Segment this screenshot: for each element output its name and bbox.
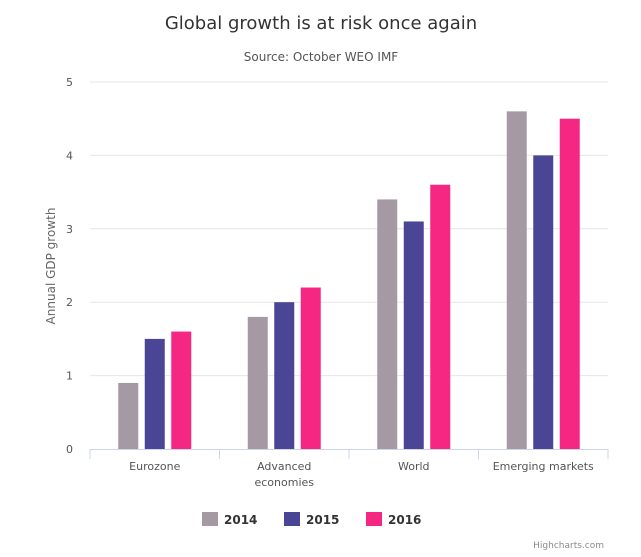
legend-item-2016[interactable]: 2016: [366, 512, 421, 527]
y-axis-label: Annual GDP growth: [44, 208, 58, 325]
legend-item-2015[interactable]: 2015: [284, 512, 339, 527]
legend-swatch: [284, 512, 300, 526]
bar-2014-eurozone[interactable]: [118, 382, 139, 449]
bar-2016-emerging-markets[interactable]: [559, 118, 580, 449]
legend-label: 2014: [224, 513, 257, 527]
bar-2014-emerging-markets[interactable]: [506, 111, 527, 450]
y-tick-label: 5: [66, 76, 73, 89]
chart-title: Global growth is at risk once again: [165, 13, 477, 34]
bar-2015-advanced-economies[interactable]: [274, 302, 295, 449]
bar-2015-eurozone[interactable]: [144, 338, 165, 449]
bar-2016-eurozone[interactable]: [171, 331, 192, 449]
legend-label: 2016: [388, 513, 421, 527]
bar-2015-emerging-markets[interactable]: [533, 155, 554, 449]
y-tick-label: 4: [66, 149, 73, 162]
x-tick-label: Eurozone: [129, 460, 180, 473]
legend-swatch: [202, 512, 218, 526]
bar-2016-world[interactable]: [430, 184, 451, 449]
bars: [118, 111, 580, 450]
credits-link[interactable]: Highcharts.com: [533, 541, 604, 551]
legend-swatch: [366, 512, 382, 526]
x-tick-label: World: [398, 460, 430, 473]
bar-2016-advanced-economies[interactable]: [300, 287, 321, 449]
y-tick-label: 3: [66, 223, 73, 236]
x-tick-label: Advanced economies: [254, 460, 314, 489]
y-tick-label: 2: [66, 296, 73, 309]
gridlines: [90, 81, 608, 377]
y-tick-label: 1: [66, 370, 73, 383]
x-axis: Eurozone Advanced economies World Emerging m…: [89, 449, 609, 489]
y-axis-ticks: 0 1 2 3 4 5: [66, 76, 73, 456]
legend-item-2014[interactable]: 2014: [202, 512, 257, 527]
legend[interactable]: 2014 2015 2016: [202, 512, 421, 527]
chart-subtitle: Source: October WEO IMF: [244, 50, 399, 64]
y-tick-label: 0: [66, 443, 73, 456]
bar-2014-advanced-economies[interactable]: [247, 316, 268, 449]
bar-2015-world[interactable]: [403, 221, 424, 449]
bar-2014-world[interactable]: [377, 199, 398, 449]
legend-label: 2015: [306, 513, 339, 527]
x-tick-label: Emerging markets: [493, 460, 594, 473]
